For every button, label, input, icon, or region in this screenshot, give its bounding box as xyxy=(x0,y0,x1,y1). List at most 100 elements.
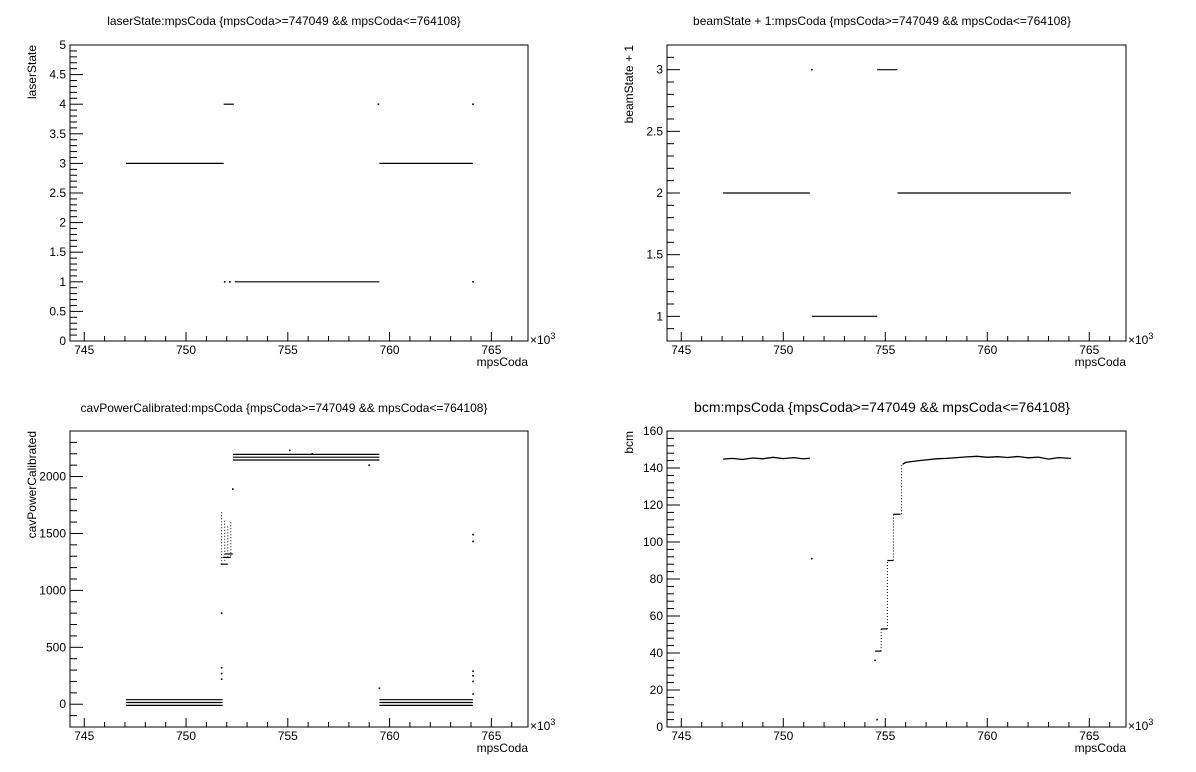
y-tick-label: 0 xyxy=(59,334,66,348)
y-tick-label: 60 xyxy=(650,609,664,623)
data-point xyxy=(472,540,474,543)
x-multiplier-exp: 3 xyxy=(1148,717,1153,727)
chart-title: beamState + 1:mpsCoda {mpsCoda>=747049 &… xyxy=(693,14,1071,28)
x-tick-label: 765 xyxy=(481,729,501,743)
data-point xyxy=(368,464,371,466)
data-point xyxy=(289,449,291,452)
x-tick-label: 750 xyxy=(176,729,196,743)
y-tick-label: 120 xyxy=(643,498,663,512)
x-multiplier-exp: 3 xyxy=(1148,331,1153,341)
y-tick-label: 20 xyxy=(650,683,664,697)
y-tick-label: 500 xyxy=(46,640,66,654)
x-tick-label: 745 xyxy=(671,729,691,743)
data-point xyxy=(311,452,314,455)
data-point xyxy=(472,674,474,677)
x-tick-label: 750 xyxy=(176,343,196,357)
y-tick-label: 2000 xyxy=(39,470,66,484)
data-point xyxy=(228,281,231,283)
y-axis-label: bcm xyxy=(622,431,636,454)
data-point xyxy=(220,667,223,669)
x-multiplier: ×103 xyxy=(1128,331,1153,347)
data-point xyxy=(232,488,234,490)
y-tick-label: 1500 xyxy=(39,526,66,540)
y-tick-label: 3 xyxy=(59,156,66,170)
x-axis-label: mpsCoda xyxy=(1075,741,1127,755)
x-multiplier: ×103 xyxy=(530,717,555,733)
y-tick-label: 80 xyxy=(650,572,664,586)
y-axis-label: cavPowerCalibrated xyxy=(25,431,39,538)
y-tick-label: 1 xyxy=(656,309,663,323)
x-tick-label: 760 xyxy=(977,343,997,357)
y-tick-label: 1 xyxy=(59,275,66,289)
cavpower-panel: cavPowerCalibrated:mpsCoda {mpsCoda>=747… xyxy=(25,401,555,755)
y-tick-label: 3 xyxy=(656,63,663,77)
y-tick-label: 40 xyxy=(650,646,664,660)
x-tick-label: 750 xyxy=(773,729,793,743)
y-tick-label: 4.5 xyxy=(49,68,66,82)
x-tick-label: 755 xyxy=(875,729,895,743)
x-axis-label: mpsCoda xyxy=(477,741,529,755)
chart-title: laserState:mpsCoda {mpsCoda>=747049 && m… xyxy=(107,14,461,28)
x-multiplier: ×103 xyxy=(530,331,555,347)
x-tick-label: 765 xyxy=(1079,343,1099,357)
data-point xyxy=(874,659,876,662)
y-tick-label: 1000 xyxy=(39,583,66,597)
data-point xyxy=(876,718,878,721)
x-tick-label: 755 xyxy=(278,729,298,743)
x-multiplier-exp: 3 xyxy=(550,331,555,341)
chart-title: bcm:mpsCoda {mpsCoda>=747049 && mpsCoda<… xyxy=(694,399,1070,415)
x-tick-label: 765 xyxy=(481,343,501,357)
x-tick-label: 745 xyxy=(74,343,94,357)
y-axis-label: laserState xyxy=(25,45,39,99)
x-multiplier-base: ×10 xyxy=(530,719,551,733)
y-tick-label: 0 xyxy=(59,697,66,711)
data-point xyxy=(472,533,474,536)
data-point xyxy=(378,687,381,690)
data-point xyxy=(472,693,474,695)
y-tick-label: 0 xyxy=(656,720,663,734)
y-tick-label: 5 xyxy=(59,38,66,52)
data-point xyxy=(472,670,474,673)
y-tick-label: 2.5 xyxy=(49,186,66,200)
y-tick-label: 160 xyxy=(643,424,663,438)
data-point xyxy=(472,103,474,105)
x-axis-label: mpsCoda xyxy=(477,355,529,369)
bcm-panel: bcm:mpsCoda {mpsCoda>=747049 && mpsCoda<… xyxy=(622,399,1153,755)
x-multiplier: ×103 xyxy=(1128,717,1153,733)
beamstate-panel: beamState + 1:mpsCoda {mpsCoda>=747049 &… xyxy=(622,14,1153,369)
y-tick-label: 100 xyxy=(643,535,663,549)
x-tick-label: 755 xyxy=(875,343,895,357)
y-tick-label: 3.5 xyxy=(49,127,66,141)
data-line xyxy=(902,455,1071,465)
y-tick-label: 2 xyxy=(59,216,66,230)
data-line xyxy=(723,456,810,461)
x-multiplier-exp: 3 xyxy=(550,717,555,727)
y-tick-label: 1.5 xyxy=(646,248,663,262)
laserstate-panel: laserState:mpsCoda {mpsCoda>=747049 && m… xyxy=(25,14,555,369)
x-tick-label: 755 xyxy=(278,343,298,357)
data-point xyxy=(220,612,223,614)
data-point xyxy=(472,680,474,683)
y-tick-label: 2.5 xyxy=(646,124,663,138)
data-point xyxy=(377,103,380,105)
plot-frame xyxy=(69,430,529,728)
data-point xyxy=(220,672,223,675)
x-tick-label: 760 xyxy=(380,729,400,743)
data-point xyxy=(472,281,474,283)
x-tick-label: 765 xyxy=(1079,729,1099,743)
chart-title: cavPowerCalibrated:mpsCoda {mpsCoda>=747… xyxy=(81,401,488,415)
plot-frame xyxy=(69,44,529,342)
plot-frame xyxy=(666,430,1127,728)
x-tick-label: 750 xyxy=(773,343,793,357)
x-multiplier-base: ×10 xyxy=(530,333,551,347)
y-tick-label: 4 xyxy=(59,97,66,111)
y-axis-label: beamState + 1 xyxy=(622,45,636,124)
x-axis-label: mpsCoda xyxy=(1075,355,1127,369)
x-multiplier-base: ×10 xyxy=(1128,719,1149,733)
x-multiplier-base: ×10 xyxy=(1128,333,1149,347)
data-point xyxy=(223,281,226,283)
x-tick-label: 745 xyxy=(74,729,94,743)
data-point xyxy=(220,678,223,680)
y-tick-label: 1.5 xyxy=(49,245,66,259)
